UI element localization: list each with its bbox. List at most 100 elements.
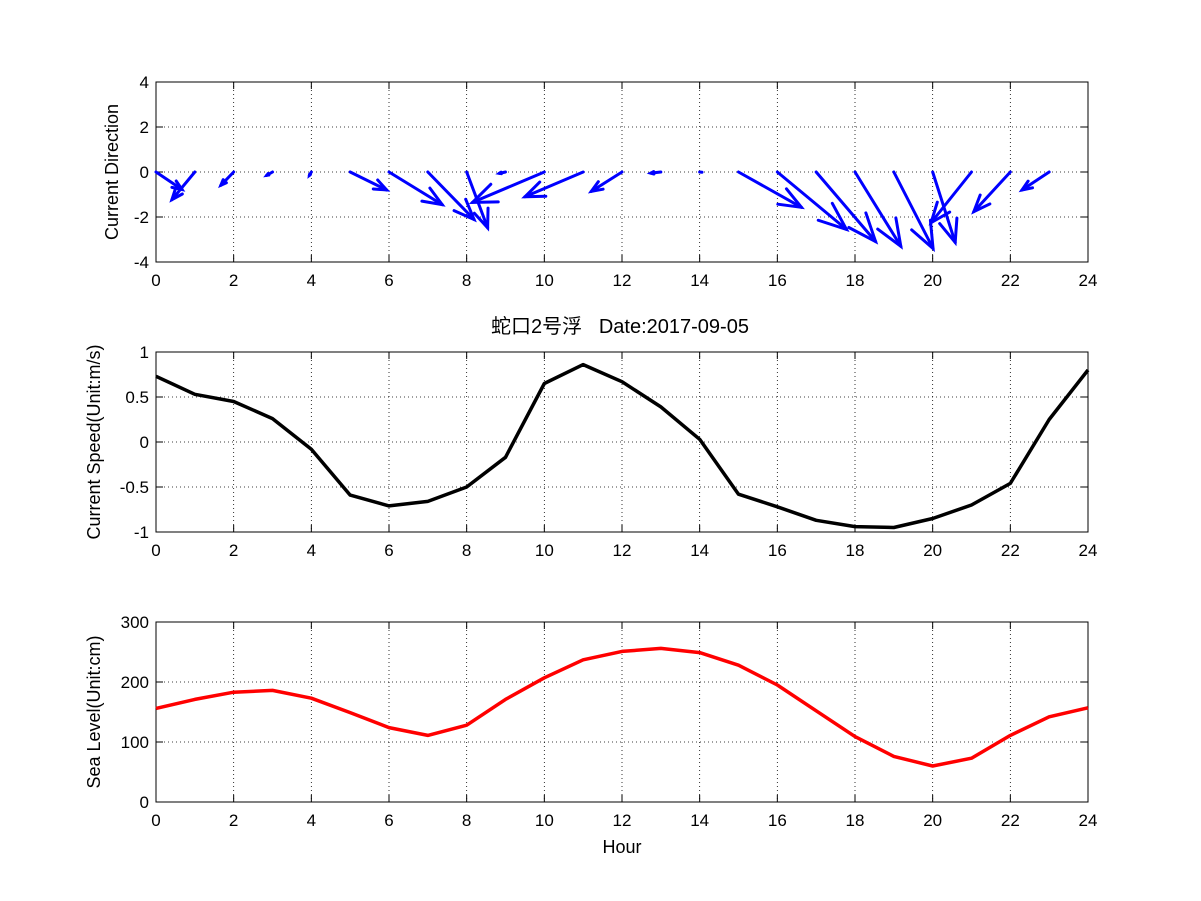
x-tick-label: 6 <box>384 811 393 830</box>
x-tick-label: 24 <box>1079 271 1098 290</box>
x-tick-label: 16 <box>768 541 787 560</box>
x-tick-label: 8 <box>462 271 471 290</box>
current-vector <box>928 170 973 226</box>
vector-shaft <box>929 170 973 225</box>
vector-shaft <box>775 170 848 231</box>
vector-shaft <box>814 170 878 244</box>
x-tick-label: 18 <box>846 811 865 830</box>
x-tick-label: 20 <box>923 271 942 290</box>
x-axis-label: Hour <box>602 837 641 857</box>
vector-shaft <box>737 170 803 209</box>
x-tick-label: 0 <box>151 811 160 830</box>
vector-head <box>452 197 477 223</box>
y-tick-label: 2 <box>140 118 149 137</box>
vector-shaft <box>853 170 903 248</box>
x-tick-label: 2 <box>229 811 238 830</box>
vector-head <box>420 186 446 207</box>
sea-level-ylabel: Sea Level(Unit:cm) <box>84 635 104 788</box>
current-vector <box>814 170 879 245</box>
x-tick-label: 0 <box>151 541 160 560</box>
x-tick-label: 2 <box>229 271 238 290</box>
current-vector <box>348 170 391 192</box>
current-vector <box>521 170 585 199</box>
vector-head <box>816 201 850 232</box>
vector-shaft <box>892 170 935 250</box>
current-vector <box>737 170 805 210</box>
current-vector <box>853 170 903 250</box>
vector-shaft <box>154 170 184 192</box>
y-tick-label: -2 <box>134 208 149 227</box>
y-tick-label: 4 <box>140 73 149 92</box>
y-tick-label: 1 <box>140 343 149 362</box>
vector-shaft <box>470 170 546 204</box>
x-tick-label: 0 <box>151 271 160 290</box>
x-tick-label: 22 <box>1001 271 1020 290</box>
vector-head <box>938 216 959 247</box>
x-tick-label: 4 <box>307 271 316 290</box>
x-tick-label: 12 <box>613 811 632 830</box>
vector-head <box>521 180 548 199</box>
sea-level-line <box>155 646 1089 768</box>
current-vector <box>218 170 236 189</box>
x-tick-label: 10 <box>535 271 554 290</box>
x-tick-label: 2 <box>229 541 238 560</box>
x-tick-label: 14 <box>690 541 709 560</box>
x-tick-label: 16 <box>768 271 787 290</box>
current-vector <box>1018 170 1051 193</box>
chart-title: 蛇口2号浮 Date:2017-09-05 <box>491 315 749 338</box>
vector-shaft <box>589 170 624 193</box>
vector-head <box>495 170 503 176</box>
y-tick-label: 0 <box>140 793 149 812</box>
vector-shaft <box>426 170 476 221</box>
x-tick-label: 24 <box>1079 541 1098 560</box>
vector-head <box>307 172 312 179</box>
vector-head <box>472 206 490 232</box>
vector-shaft <box>523 170 585 199</box>
y-tick-label: -0.5 <box>120 478 149 497</box>
vector-head <box>928 200 952 226</box>
vector-shaft <box>1020 170 1051 192</box>
vector-head <box>218 178 228 189</box>
x-tick-label: 4 <box>307 811 316 830</box>
y-tick-label: -4 <box>134 253 149 272</box>
current-speed-line <box>155 362 1090 530</box>
vector-head <box>587 180 605 194</box>
x-tick-label: 20 <box>923 811 942 830</box>
x-tick-label: 4 <box>307 541 316 560</box>
current-vector <box>587 170 624 194</box>
y-tick-label: -1 <box>134 523 149 542</box>
x-tick-label: 6 <box>384 271 393 290</box>
current-speed-ylabel: Current Speed(Unit:m/s) <box>84 344 104 539</box>
vector-head <box>776 187 805 210</box>
y-tick-label: 300 <box>121 613 149 632</box>
current-vector <box>646 170 663 176</box>
x-tick-label: 10 <box>535 541 554 560</box>
current-direction-ylabel: Current Direction <box>102 104 122 240</box>
current-vector <box>154 170 186 192</box>
x-tick-label: 8 <box>462 541 471 560</box>
vector-shaft <box>972 170 1012 214</box>
x-tick-label: 22 <box>1001 811 1020 830</box>
vector-head <box>646 170 656 176</box>
vector-head <box>847 211 879 245</box>
x-tick-label: 16 <box>768 811 787 830</box>
vector-head <box>468 182 500 204</box>
current-vector <box>387 170 446 207</box>
current-speed-panel: 0 2 4 6 8 10 12 14 16 18 20 22 24-1-0.500.51Current … <box>84 315 1097 560</box>
x-tick-label: 14 <box>690 811 709 830</box>
x-tick-label: 18 <box>846 541 865 560</box>
x-tick-label: 20 <box>923 541 942 560</box>
x-tick-label: 12 <box>613 271 632 290</box>
x-tick-label: 22 <box>1001 541 1020 560</box>
current-vector <box>495 170 507 176</box>
vector-head <box>169 186 184 203</box>
y-tick-label: 200 <box>121 673 149 692</box>
y-tick-label: 100 <box>121 733 149 752</box>
current-vector <box>468 170 546 204</box>
x-tick-label: 18 <box>846 271 865 290</box>
y-tick-label: 0 <box>140 433 149 452</box>
vector-head <box>1018 179 1035 193</box>
